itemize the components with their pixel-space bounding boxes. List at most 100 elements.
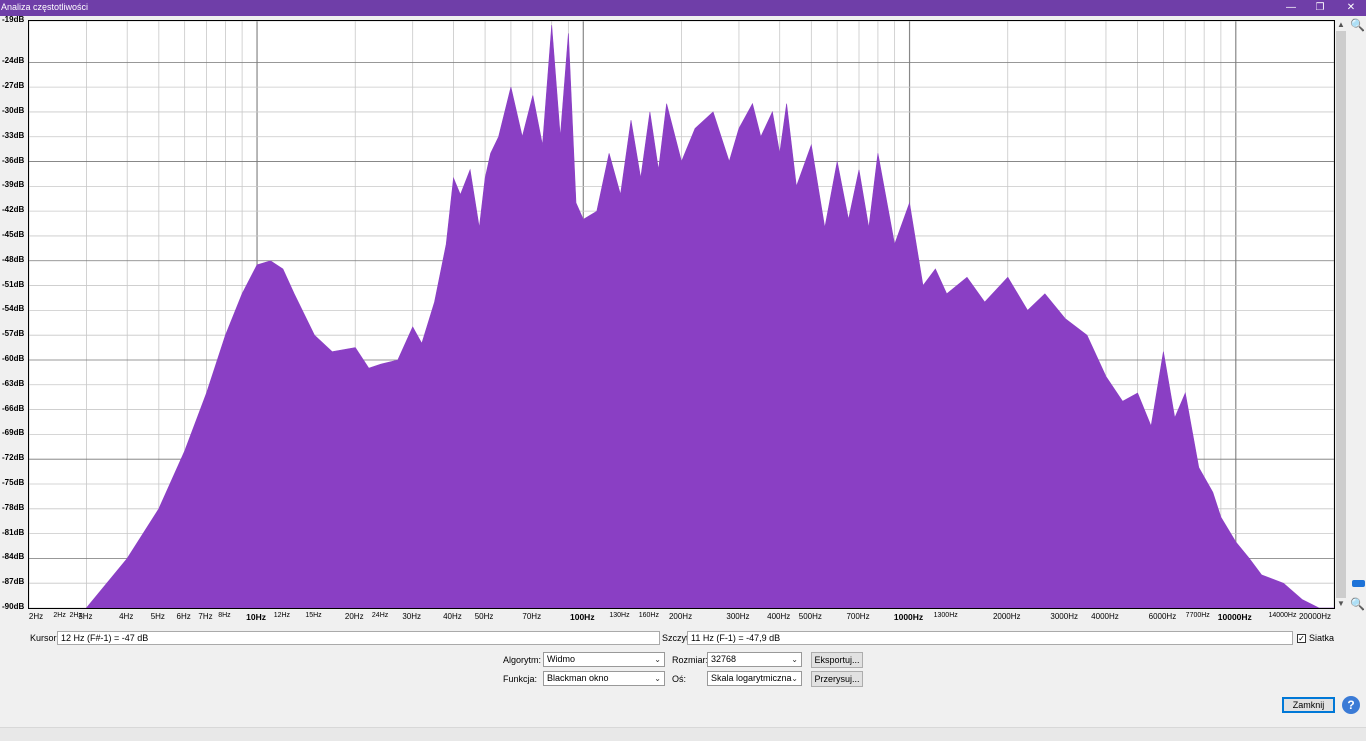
x-tick-label: 7700Hz [1185,612,1210,619]
algorithm-select[interactable]: Widmo ⌄ [543,652,665,667]
x-tick-label: 4Hz [119,612,134,621]
spectrum-plot[interactable] [28,20,1335,609]
vertical-scrollbar[interactable]: ▲ ▼ [1336,20,1346,609]
y-tick-label: -57dB [2,329,25,339]
y-axis-labels: -19dB -24dB -27dB -30dB -33dB -36dB -39dB -42dB… [0,15,28,611]
size-label: Rozmiar: [672,655,709,665]
x-tick-label: 3Hz [78,612,93,621]
x-tick-label: 2Hz [53,612,66,619]
export-button[interactable]: Eksportuj... [811,652,863,668]
spectrum-area [86,25,1334,608]
x-tick-label: 7Hz [198,612,213,621]
x-tick-label: 4000Hz [1091,612,1119,621]
scroll-down-icon[interactable]: ▼ [1337,599,1345,608]
x-tick-label: 20Hz [344,612,364,621]
x-tick-label: 5Hz [150,612,165,621]
x-tick-label: 3000Hz [1050,612,1078,621]
y-tick-label: -87dB [2,577,25,587]
axis-select[interactable]: Skala logarytmiczna ⌄ [707,671,802,686]
close-button[interactable]: Zamknij [1282,697,1335,713]
cursor-readout: 12 Hz (F#-1) = -47 dB [57,631,660,645]
x-tick-label: 6Hz [176,612,191,621]
y-tick-label: -75dB [2,477,25,487]
zoom-slider-thumb[interactable] [1352,580,1365,587]
x-axis-labels: 2Hz 2Hz 2Hz 3Hz 4Hz 5Hz 6Hz 7Hz 8Hz 10Hz 12Hz 15Hz 2… [28,610,1335,624]
zoom-out-icon[interactable]: 🔍 [1350,597,1365,611]
chevron-down-icon: ⌄ [791,655,798,664]
y-tick-label: -54dB [2,304,25,314]
x-tick-label: 70Hz [522,612,542,621]
x-tick-label: 160Hz [638,612,659,619]
axis-value: Skala logarytmiczna [711,673,792,683]
scrollbar-thumb[interactable] [1336,31,1346,598]
scroll-up-icon[interactable]: ▲ [1337,20,1345,29]
x-tick-label: 15Hz [305,612,322,619]
size-value: 32768 [711,654,737,664]
algorithm-value: Widmo [547,654,576,664]
function-label: Funkcja: [503,674,538,684]
y-tick-label: -24dB [2,56,25,66]
x-tick-label: 300Hz [726,612,750,621]
y-tick-label: -66dB [2,403,25,413]
grid-checkbox[interactable]: ✓ [1297,634,1306,643]
function-value: Blackman okno [547,673,609,683]
help-icon[interactable]: ? [1342,696,1360,714]
function-select[interactable]: Blackman okno ⌄ [543,671,665,686]
status-strip [0,727,1366,741]
x-tick-label: 200Hz [668,612,693,621]
x-tick-label: 50Hz [474,612,494,621]
x-tick-label: 20000Hz [1298,612,1332,621]
cursor-label: Kursor: [30,633,60,643]
x-tick-label: 1300Hz [933,612,958,619]
x-tick-label: 2Hz [69,612,82,619]
y-tick-label: -45dB [2,229,25,239]
y-tick-label: -36dB [2,155,25,165]
x-tick-label: 6000Hz [1148,612,1177,621]
y-tick-label: -19dB [2,15,25,24]
y-tick-label: -81dB [2,527,25,537]
y-tick-label: -72dB [2,453,25,463]
y-tick-label: -63dB [2,378,25,388]
y-tick-label: -30dB [2,105,25,115]
title-bar: Analiza częstotliwości — ❐ ✕ [0,0,1366,16]
chevron-down-icon: ⌄ [654,674,661,683]
y-tick-label: -90dB [2,602,25,611]
x-tick-label: 30Hz [402,612,422,621]
y-tick-label: -69dB [2,428,25,438]
y-tick-label: -84dB [2,552,25,562]
close-window-button[interactable]: ✕ [1346,2,1356,13]
grid-label: Siatka [1309,633,1335,643]
spectrum-chart [29,21,1334,608]
x-tick-label: 2Hz [28,612,44,621]
y-tick-label: -39dB [2,180,25,190]
y-tick-label: -27dB [2,81,25,91]
algorithm-label: Algorytm: [503,655,542,665]
size-select[interactable]: 32768 ⌄ [707,652,802,667]
x-tick-label: 14000Hz [1268,612,1297,619]
x-tick-label: 12Hz [273,612,291,619]
x-tick-label: 24Hz [371,612,389,619]
x-tick-label: 10Hz [246,612,266,622]
replot-button[interactable]: Przerysuj... [811,671,863,687]
x-tick-label: 700Hz [846,612,870,621]
chevron-down-icon: ⌄ [654,655,661,664]
zoom-in-icon[interactable]: 🔍 [1350,18,1365,32]
window-title: Analiza częstotliwości [1,2,89,12]
peak-label: Szczyt: [662,633,692,643]
x-tick-label: 2000Hz [992,612,1021,621]
axis-label: Oś: [672,674,687,684]
x-tick-label: 1000Hz [893,612,924,622]
x-tick-label: 500Hz [798,612,822,621]
x-tick-label: 130Hz [609,612,630,619]
minimize-button[interactable]: — [1286,2,1296,13]
x-tick-label: 100Hz [569,612,595,622]
x-tick-label: 40Hz [443,612,462,621]
y-tick-label: -60dB [2,353,25,363]
restore-button[interactable]: ❐ [1315,2,1325,13]
y-tick-label: -33dB [2,130,25,140]
x-tick-label: 8Hz [218,612,231,619]
x-tick-label: 10000Hz [1217,612,1252,622]
y-tick-label: -42dB [2,205,25,215]
y-tick-label: -78dB [2,502,25,512]
peak-readout: 11 Hz (F-1) = -47,9 dB [687,631,1293,645]
